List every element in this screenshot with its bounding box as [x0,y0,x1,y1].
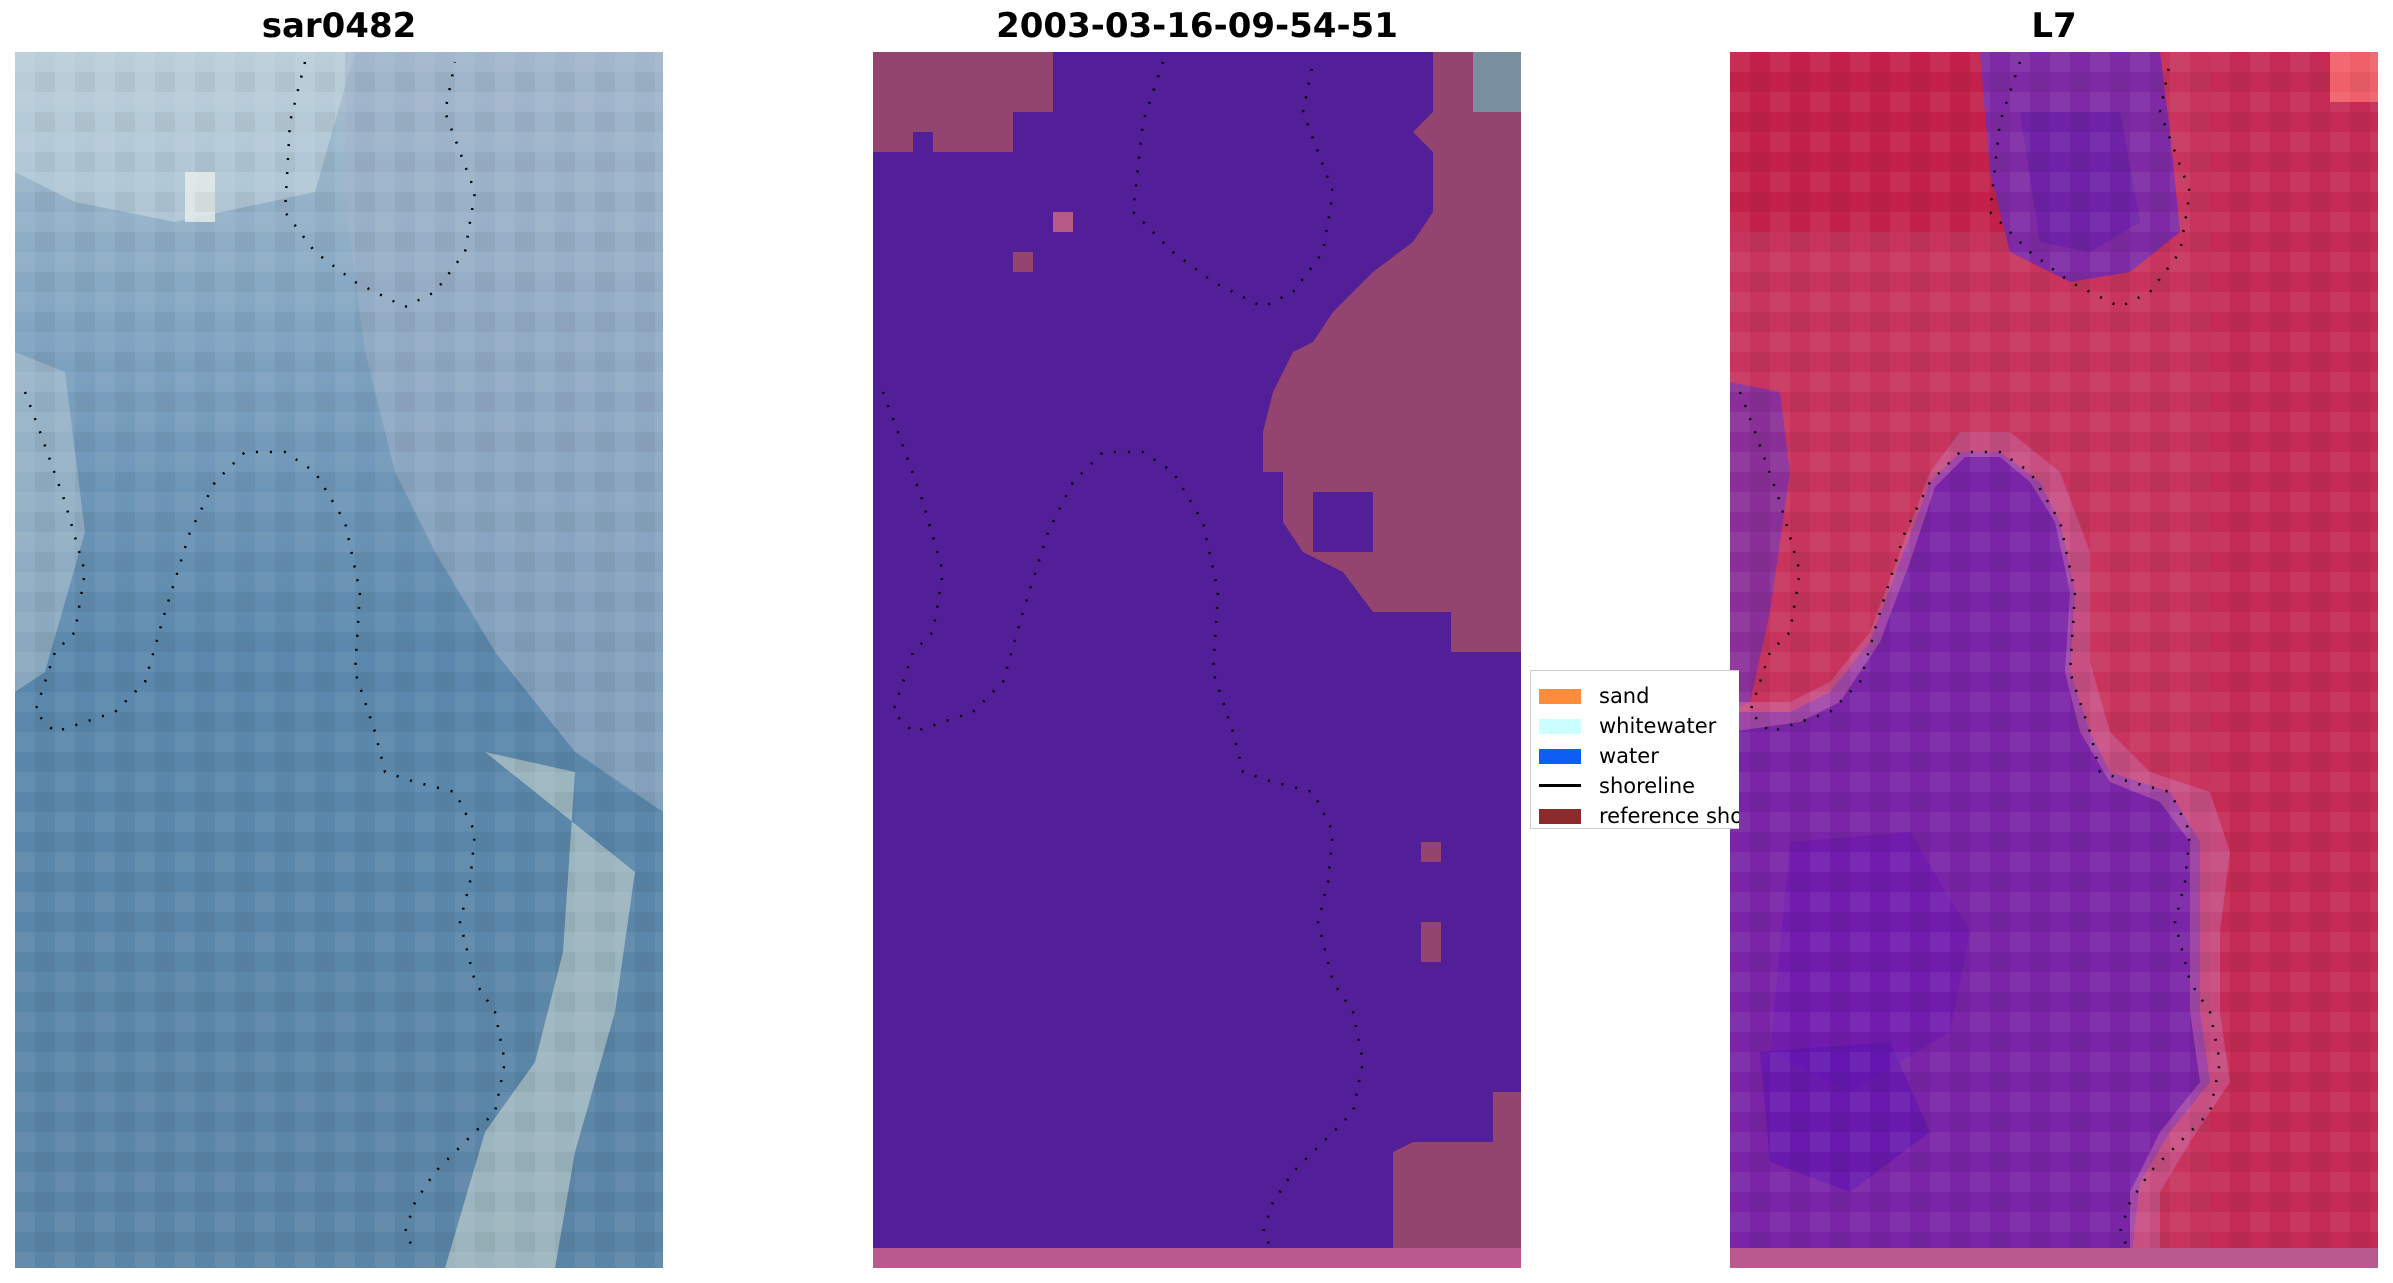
index-image [1730,52,2378,1268]
legend-label: sand [1599,684,1650,708]
water-swatch [1539,748,1581,764]
legend-label: water [1599,744,1659,768]
legend-label: whitewater [1599,714,1717,738]
panel-title-rgb: sar0482 [261,6,417,46]
reference-shoreline-swatch [1539,808,1581,824]
shoreline-swatch [1539,784,1581,787]
rgb-image [15,52,663,1268]
classified-image [873,52,1521,1268]
sand-swatch [1539,688,1581,704]
legend-label: reference shoreline [1599,804,1739,828]
legend: sand whitewater water shoreline referenc… [1530,670,1739,829]
classified-image-panel [873,52,1521,1268]
index-image-panel [1730,52,2378,1268]
panel-title-classified: 2003-03-16-09-54-51 [996,6,1398,46]
panel-title-index: L7 [2031,6,2077,46]
whitewater-swatch [1539,718,1581,734]
rgb-image-panel [15,52,663,1268]
legend-label: shoreline [1599,774,1696,798]
